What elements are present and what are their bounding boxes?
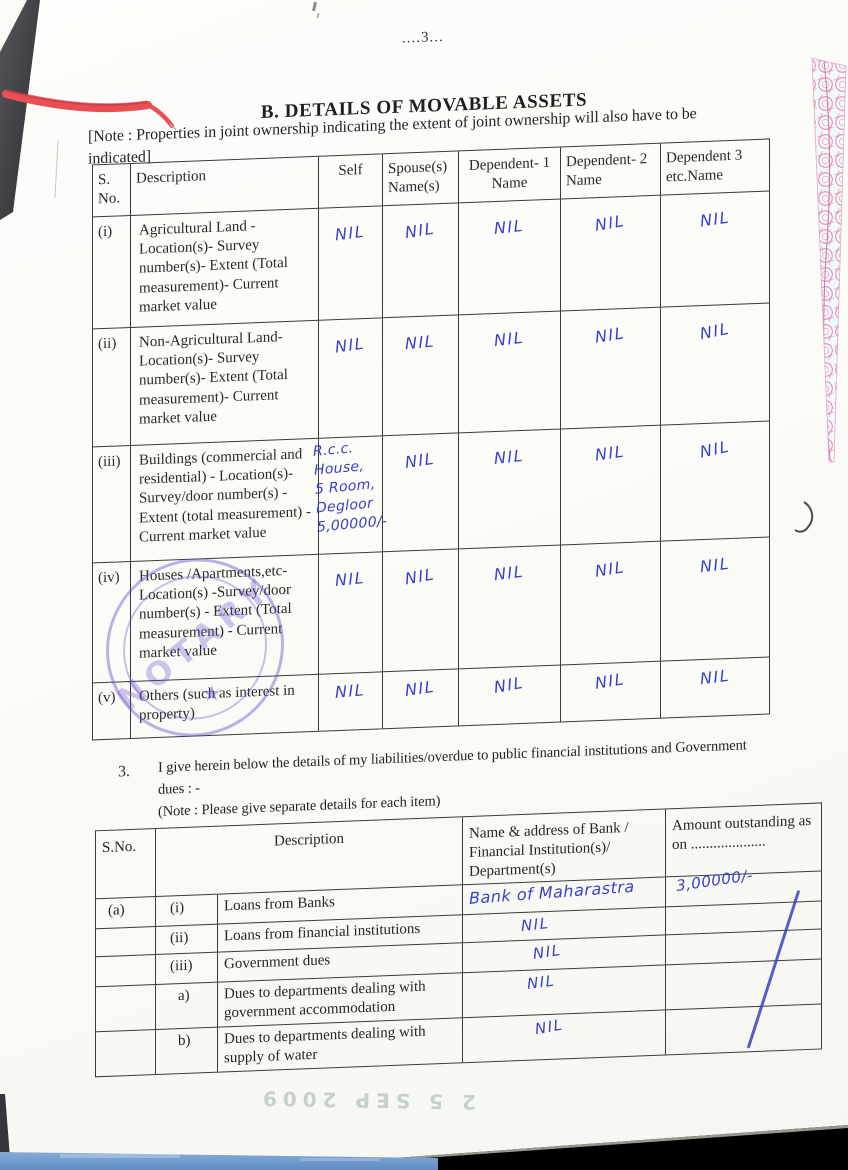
- asset-cell-spouse: NIL: [383, 203, 459, 319]
- asset-cell-dep1: NIL: [459, 311, 561, 434]
- liability-inner-no: (iii): [156, 952, 218, 986]
- liability-amount-cell: [666, 959, 821, 1011]
- handwritten-entry: NIL: [594, 441, 627, 465]
- item-number: 3.: [118, 763, 130, 781]
- handwritten-entry: NIL: [404, 448, 437, 472]
- asset-row-description: Buildings (commercial and residential) -…: [131, 438, 319, 562]
- liability-amount-cell: [666, 1004, 821, 1054]
- asset-cell-dep2: NIL: [561, 541, 661, 666]
- assets-header-sno: S. No.: [93, 163, 131, 218]
- handwritten-entry: NIL: [404, 331, 436, 354]
- liabilities-header-description: Description: [156, 817, 463, 898]
- assets-header-self: Self: [319, 154, 383, 209]
- handwritten-entry: NIL: [533, 1015, 565, 1039]
- handwritten-entry: NIL: [334, 680, 366, 702]
- page-number: ....3...: [402, 28, 444, 47]
- asset-cell-spouse: NIL: [383, 669, 459, 729]
- handwritten-entry: NIL: [493, 561, 526, 585]
- asset-cell-dep3: NIL: [661, 421, 769, 542]
- asset-cell-spouse: NIL: [383, 549, 459, 673]
- handwritten-entry: NIL: [699, 665, 731, 689]
- liability-bank-cell: NIL: [463, 965, 666, 1019]
- liability-outer-no: (a): [96, 897, 156, 930]
- pen-mark: [794, 501, 814, 533]
- assets-header-description: Description: [131, 156, 319, 216]
- handwritten-entry: NIL: [334, 567, 367, 591]
- handwritten-entry: NIL: [520, 913, 551, 935]
- handwritten-entry: NIL: [594, 669, 627, 693]
- liabilities-table: S.No. Description Name & address of Bank…: [95, 802, 822, 1078]
- asset-cell-dep3: NIL: [661, 303, 769, 426]
- asset-cell-dep1: NIL: [459, 545, 561, 670]
- asset-cell-self: NIL: [319, 206, 383, 321]
- asset-cell-dep2: NIL: [561, 307, 661, 430]
- assets-header-dep2: Dependent- 2 Name: [561, 143, 661, 200]
- star-icon: ★: [202, 681, 222, 708]
- bottom-scan-artifacts: [0, 1094, 848, 1170]
- liability-inner-no: b): [156, 1027, 218, 1075]
- scanner-edge-top-left: [0, 0, 40, 220]
- asset-cell-dep2: NIL: [561, 661, 661, 722]
- handwritten-entry: R.c.c. House, 5 Room, Degloor 5,00000/-: [312, 440, 389, 536]
- notary-stamp: NOTARY ★: [106, 555, 284, 740]
- asset-cell-self: R.c.c. House, 5 Room, Degloor 5,00000/-: [313, 436, 388, 555]
- stamp-paper-lace-edge: [811, 57, 847, 463]
- asset-cell-dep3: NIL: [661, 537, 769, 662]
- liabilities-header-bank: Name & address of Bank / Financial Insti…: [463, 809, 666, 886]
- handwritten-entry: NIL: [493, 327, 526, 351]
- asset-cell-dep2: NIL: [561, 195, 661, 312]
- handwritten-entry: NIL: [493, 672, 526, 697]
- handwritten-entry: NIL: [334, 333, 367, 357]
- asset-row-description: Non-Agricultural Land- Location(s)- Surv…: [131, 320, 319, 446]
- liability-outer-no: [96, 955, 156, 988]
- asset-row-sno: (i): [93, 215, 131, 330]
- liability-outer-no: [96, 927, 156, 958]
- handwritten-entry: NIL: [493, 445, 526, 469]
- asset-cell-dep1: NIL: [459, 199, 561, 316]
- asset-row-sno: (iii): [93, 445, 131, 564]
- handwritten-entry: NIL: [594, 211, 627, 236]
- liability-description: Dues to departments dealing with supply …: [218, 1018, 463, 1072]
- assets-header-dep3: Dependent 3 etc.Name: [661, 139, 769, 196]
- handwritten-entry: NIL: [698, 436, 732, 462]
- liability-inner-no: a): [156, 982, 218, 1031]
- asset-cell-dep2: NIL: [561, 425, 661, 546]
- assets-header-dep1: Dependent- 1 Name: [459, 147, 561, 204]
- handwritten-entry: NIL: [526, 971, 557, 993]
- liability-outer-no: [96, 985, 156, 1033]
- liability-inner-no: (ii): [156, 924, 218, 956]
- asset-cell-spouse: NIL: [383, 315, 459, 437]
- liability-bank-cell: NIL: [463, 1010, 666, 1063]
- assets-header-spouse: Spouse(s) Name(s): [383, 151, 459, 207]
- asset-cell-spouse: NIL: [383, 433, 459, 553]
- liability-inner-no: (i): [156, 894, 218, 928]
- asset-cell-dep3: NIL: [661, 657, 769, 717]
- handwritten-entry: NIL: [699, 553, 731, 577]
- liabilities-header-sno: S.No.: [96, 829, 156, 900]
- handwritten-entry: NIL: [594, 323, 627, 347]
- asset-cell-self: NIL: [319, 672, 383, 731]
- asset-cell-dep1: NIL: [459, 429, 561, 550]
- handwritten-entry: NIL: [404, 564, 437, 589]
- binding-thread: [2, 89, 177, 131]
- asset-cell-self: NIL: [319, 318, 383, 439]
- handwritten-entry: NIL: [698, 318, 732, 344]
- handwritten-entry: NIL: [698, 207, 731, 231]
- handwritten-entry: NIL: [404, 218, 437, 243]
- asset-row-description: Agricultural Land - Location(s)- Survey …: [131, 208, 319, 328]
- asset-cell-dep3: NIL: [661, 191, 769, 308]
- handwritten-entry: NIL: [532, 941, 563, 963]
- asset-row-sno: (ii): [93, 327, 131, 448]
- handwritten-entry: NIL: [493, 215, 526, 239]
- handwritten-entry: NIL: [594, 557, 627, 581]
- handwritten-entry: NIL: [404, 676, 437, 700]
- asset-cell-dep1: NIL: [459, 665, 561, 726]
- handwritten-entry: NIL: [334, 221, 367, 245]
- liability-outer-no: [96, 1030, 156, 1077]
- asset-cell-self: NIL: [319, 552, 383, 675]
